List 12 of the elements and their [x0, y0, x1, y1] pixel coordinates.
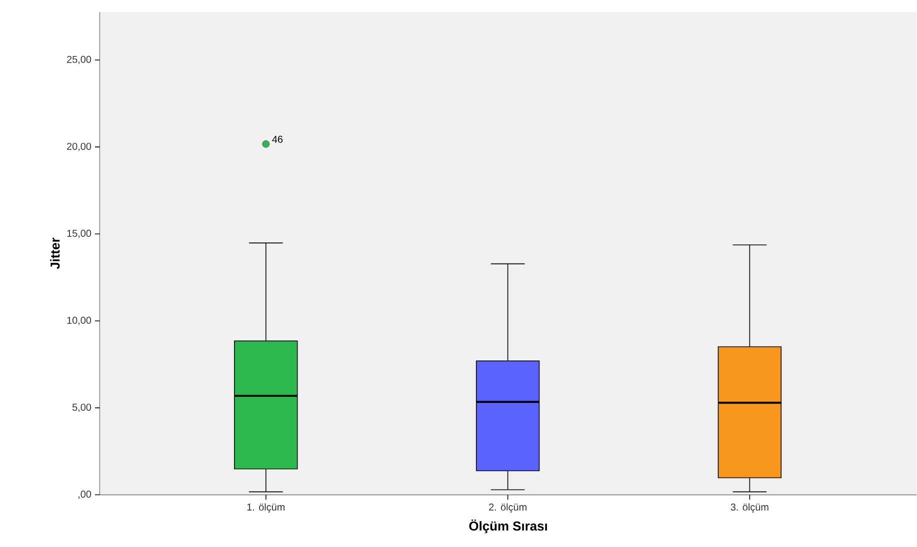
y-tick-label: 25,00 — [67, 56, 92, 64]
y-axis-title: Jitter — [50, 238, 60, 270]
y-tick-label: ,00 — [78, 490, 92, 500]
y-tick-label: 15,00 — [67, 230, 92, 238]
annotation: 46 — [272, 136, 283, 143]
y-tick-label: 20,00 — [67, 142, 92, 152]
x-tick-label: 3. ölçüm — [730, 503, 768, 513]
x-tick-label: 1. ölçüm — [247, 503, 285, 513]
y-tick-label: 5,00 — [72, 404, 92, 412]
y-tick-label: 10,00 — [67, 316, 92, 326]
x-tick-label: 2. ölçüm — [489, 503, 526, 513]
x-axis-title: Ölçüm Sırası — [469, 520, 547, 534]
